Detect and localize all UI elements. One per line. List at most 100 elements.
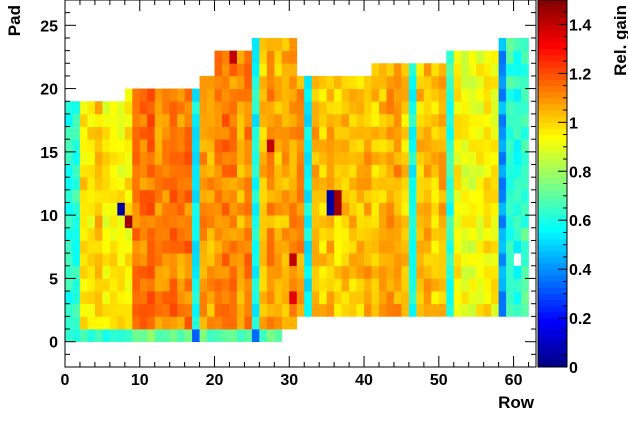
heatmap-cell [244,240,253,254]
heatmap-cell [289,278,298,292]
heatmap-cell [319,240,328,254]
heatmap-cell [289,75,298,89]
heatmap-cell [251,113,260,127]
heatmap-cell [214,303,223,317]
colorbar-swatch [538,275,567,282]
heatmap-cell [438,253,447,267]
heatmap-cell [281,240,290,254]
heatmap-cell [341,291,350,305]
heatmap-cell [453,50,462,64]
heatmap-cell [117,253,126,267]
heatmap-cell [498,240,507,254]
heatmap-cell [169,101,178,115]
heatmap-cell [139,240,148,254]
heatmap-cell [506,75,514,89]
heatmap-cell [386,151,395,165]
heatmap-cell [214,202,223,216]
colorbar-swatch [538,287,567,294]
heatmap-cell [162,227,171,241]
heatmap-cell [154,189,163,203]
heatmap-cell [513,101,522,115]
heatmap-cell [154,291,163,305]
heatmap-cell [326,202,335,216]
heatmap-cell [461,189,470,203]
heatmap-cell [154,177,163,191]
heatmap-cell [109,240,118,254]
heatmap-cell [177,303,185,317]
heatmap-cell [222,101,230,115]
heatmap-cell [513,215,522,229]
heatmap-cell [476,253,485,267]
heatmap-cell [476,113,485,127]
heatmap-cell [393,177,402,191]
y-axis-title: Pad [5,5,24,36]
heatmap-cell [222,240,230,254]
heatmap-cell [102,202,111,216]
colorbar-swatch [538,165,567,172]
heatmap-cell [513,63,522,77]
heatmap-cell [371,151,380,165]
heatmap-cell [139,164,148,178]
heatmap-cell [199,151,208,165]
heatmap-cell [379,202,387,216]
heatmap-cell [222,75,230,89]
heatmap-cell [274,189,283,203]
heatmap-cell [72,202,81,216]
heatmap-cell [498,37,507,51]
heatmap-cell [236,151,245,165]
heatmap-cell [199,113,208,127]
heatmap-cell [259,177,268,191]
heatmap-cell [393,189,402,203]
heatmap-cell [408,291,417,305]
y-tick-label: 20 [40,82,58,99]
heatmap-cell [244,316,253,330]
heatmap-cell [334,291,342,305]
heatmap-cell [408,151,417,165]
heatmap-cell [199,253,208,267]
heatmap-cell [132,202,141,216]
heatmap-cell [296,164,305,178]
heatmap-cell [453,227,462,241]
heatmap-cell [214,316,223,330]
heatmap-cell [491,101,499,115]
heatmap-cell [259,139,268,153]
heatmap-cell [326,265,335,279]
colorbar-swatch [538,30,567,38]
heatmap-cell [401,240,410,254]
heatmap-cell [446,139,455,153]
y-tick-label: 25 [40,18,58,35]
heatmap-cell [109,291,118,305]
heatmap-cell [199,88,208,102]
heatmap-cell [184,278,193,292]
heatmap-cell [222,329,230,343]
heatmap-cell [341,88,350,102]
heatmap-cell [281,50,290,64]
heatmap-cell [416,227,425,241]
heatmap-cell [296,291,305,305]
heatmap-cell [334,215,342,229]
heatmap-cell [65,139,73,153]
heatmap-cell [229,101,238,115]
heatmap-cell [169,215,178,229]
heatmap-cell [483,253,492,267]
heatmap-cell [236,303,245,317]
colorbar-swatch [538,207,567,215]
heatmap-cell [476,88,485,102]
heatmap-cell [416,101,425,115]
heatmap-cell [311,291,320,305]
heatmap-cell [132,278,141,292]
heatmap-cell [266,88,275,102]
heatmap-cell [192,253,200,267]
heatmap-cell [124,291,133,305]
heatmap-cell [79,303,88,317]
heatmap-cell [169,278,178,292]
heatmap-cell [521,139,529,153]
heatmap-cell [132,88,141,102]
heatmap-cell [393,215,402,229]
heatmap-cell [364,253,372,267]
heatmap-cell [319,75,328,89]
heatmap-cell [446,126,455,140]
heatmap-cell [491,139,499,153]
heatmap-cell [296,215,305,229]
heatmap-cell [364,113,372,127]
